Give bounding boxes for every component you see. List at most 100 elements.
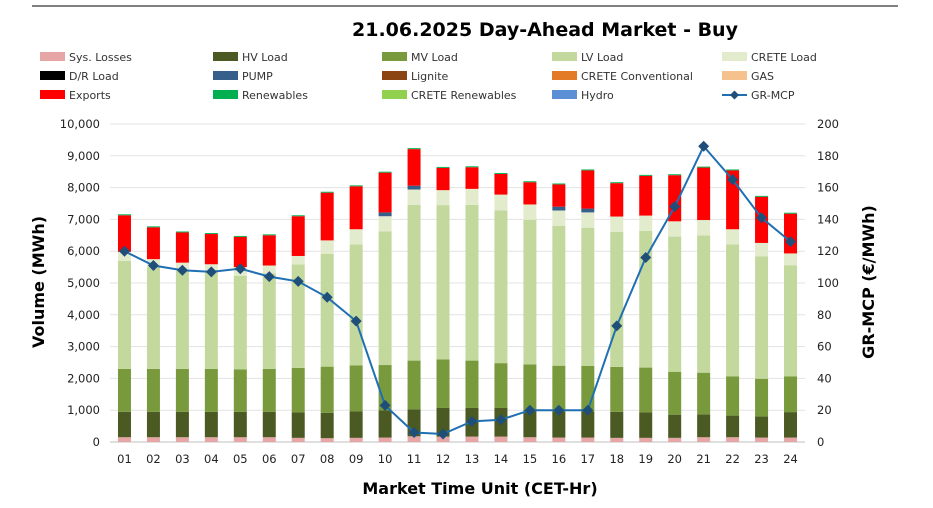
bar-renewables-15 xyxy=(523,181,537,183)
bar-crete-load-07 xyxy=(291,255,305,265)
bar-lv-load-04 xyxy=(204,271,218,369)
gr-mcp-point-16 xyxy=(553,404,565,416)
bar-lv-load-10 xyxy=(378,231,392,366)
bar-pump-11 xyxy=(407,185,421,190)
bar-sys-losses-07 xyxy=(291,437,305,442)
bar-lv-load-07 xyxy=(291,264,305,368)
bar-exports-15 xyxy=(523,182,537,205)
gr-mcp-point-22 xyxy=(727,174,739,186)
bar-mv-load-06 xyxy=(262,368,276,412)
bar-hv-load-03 xyxy=(175,411,189,438)
x-tick-label: 11 xyxy=(407,452,422,466)
bar-mv-load-19 xyxy=(639,367,653,413)
bar-mv-load-09 xyxy=(349,365,363,412)
bar-renewables-20 xyxy=(668,174,682,176)
bar-lv-load-05 xyxy=(233,275,247,370)
bar-crete-load-20 xyxy=(668,221,682,237)
x-tick-label: 18 xyxy=(609,452,624,466)
gr-mcp-line-path xyxy=(124,144,792,436)
bar-mv-load-13 xyxy=(465,360,479,408)
bar-sys-losses-03 xyxy=(175,437,189,442)
x-tick-label: 21 xyxy=(696,452,711,466)
bar-mv-load-05 xyxy=(233,369,247,412)
y2-tick-label: 180 xyxy=(817,149,839,163)
bar-hv-load-20 xyxy=(668,414,682,438)
bar-lv-load-02 xyxy=(146,267,160,369)
gr-mcp-point-07 xyxy=(292,275,304,287)
x-tick-label: 10 xyxy=(378,452,393,466)
x-tick-label: 08 xyxy=(320,452,335,466)
bar-crete-load-06 xyxy=(262,265,276,274)
bar-lv-load-18 xyxy=(610,231,624,367)
legend-swatch xyxy=(552,90,577,99)
gr-mcp-point-03 xyxy=(176,264,188,276)
bar-exports-01 xyxy=(117,215,131,252)
bar-lv-load-17 xyxy=(581,227,595,366)
y-tick-label: 5,000 xyxy=(67,276,100,290)
legend-label: GAS xyxy=(751,70,774,83)
bar-mv-load-18 xyxy=(610,366,624,412)
bar-sys-losses-10 xyxy=(378,437,392,442)
gr-mcp-point-08 xyxy=(321,291,333,303)
bar-exports-20 xyxy=(668,175,682,222)
bar-renewables-21 xyxy=(697,166,711,168)
legend-swatch xyxy=(722,52,747,61)
bar-lv-load-08 xyxy=(320,253,334,367)
bar-exports-21 xyxy=(697,167,711,221)
bar-pump-10 xyxy=(378,212,392,217)
bar-crete-load-15 xyxy=(523,204,537,220)
legend-swatch xyxy=(40,52,65,61)
chart-title: 21.06.2025 Day-Ahead Market - Buy xyxy=(352,19,739,41)
y2-tick-label: 160 xyxy=(817,181,839,195)
x-tick-label: 14 xyxy=(494,452,509,466)
bar-renewables-07 xyxy=(291,215,305,217)
legend-swatch xyxy=(722,71,747,80)
bar-mv-load-12 xyxy=(436,359,450,408)
bar-exports-09 xyxy=(349,186,363,230)
x-tick-label: 24 xyxy=(783,452,798,466)
bar-crete-load-13 xyxy=(465,188,479,205)
bar-crete-load-21 xyxy=(697,220,711,236)
bar-exports-16 xyxy=(552,184,566,207)
bar-crete-load-11 xyxy=(407,189,421,205)
bar-mv-load-15 xyxy=(523,364,537,411)
legend-item-crete-renewables: CRETE Renewables xyxy=(382,89,517,102)
gr-mcp-point-06 xyxy=(263,271,275,283)
bar-renewables-06 xyxy=(262,234,276,236)
bar-sys-losses-14 xyxy=(494,436,508,442)
y2-tick-label: 140 xyxy=(817,212,839,226)
bar-hv-load-16 xyxy=(552,411,566,438)
gr-mcp-point-05 xyxy=(234,263,246,275)
bar-exports-07 xyxy=(291,216,305,256)
x-tick-label: 20 xyxy=(667,452,682,466)
x-tick-label: 17 xyxy=(580,452,595,466)
legend-label: CRETE Renewables xyxy=(411,89,517,102)
bar-renewables-04 xyxy=(204,233,218,235)
bar-exports-19 xyxy=(639,175,653,216)
bar-exports-24 xyxy=(784,213,798,254)
y2-tick-label: 20 xyxy=(817,403,832,417)
bar-exports-02 xyxy=(146,227,160,260)
legend-label: LV Load xyxy=(581,51,623,64)
bar-sys-losses-06 xyxy=(262,437,276,442)
bar-renewables-08 xyxy=(320,191,334,193)
y-tick-label: 8,000 xyxy=(67,181,100,195)
legend-item-lv-load: LV Load xyxy=(552,51,623,64)
bar-exports-12 xyxy=(436,167,450,191)
bar-hv-load-05 xyxy=(233,411,247,438)
bar-renewables-09 xyxy=(349,185,363,187)
y-tick-label: 6,000 xyxy=(67,244,100,258)
legend-item-lignite: Lignite xyxy=(382,70,449,83)
gr-mcp-point-09 xyxy=(350,315,362,327)
legend-label: HV Load xyxy=(242,51,288,64)
x-tick-label: 07 xyxy=(291,452,306,466)
bar-exports-17 xyxy=(581,170,595,209)
bar-mv-load-20 xyxy=(668,371,682,415)
bar-sys-losses-13 xyxy=(465,436,479,442)
bar-sys-losses-04 xyxy=(204,437,218,442)
gr-mcp-point-02 xyxy=(147,260,159,272)
bar-hv-load-01 xyxy=(117,411,131,438)
bar-sys-losses-15 xyxy=(523,437,537,442)
gr-mcp-point-01 xyxy=(118,245,130,257)
y-tick-label: 1,000 xyxy=(67,403,100,417)
